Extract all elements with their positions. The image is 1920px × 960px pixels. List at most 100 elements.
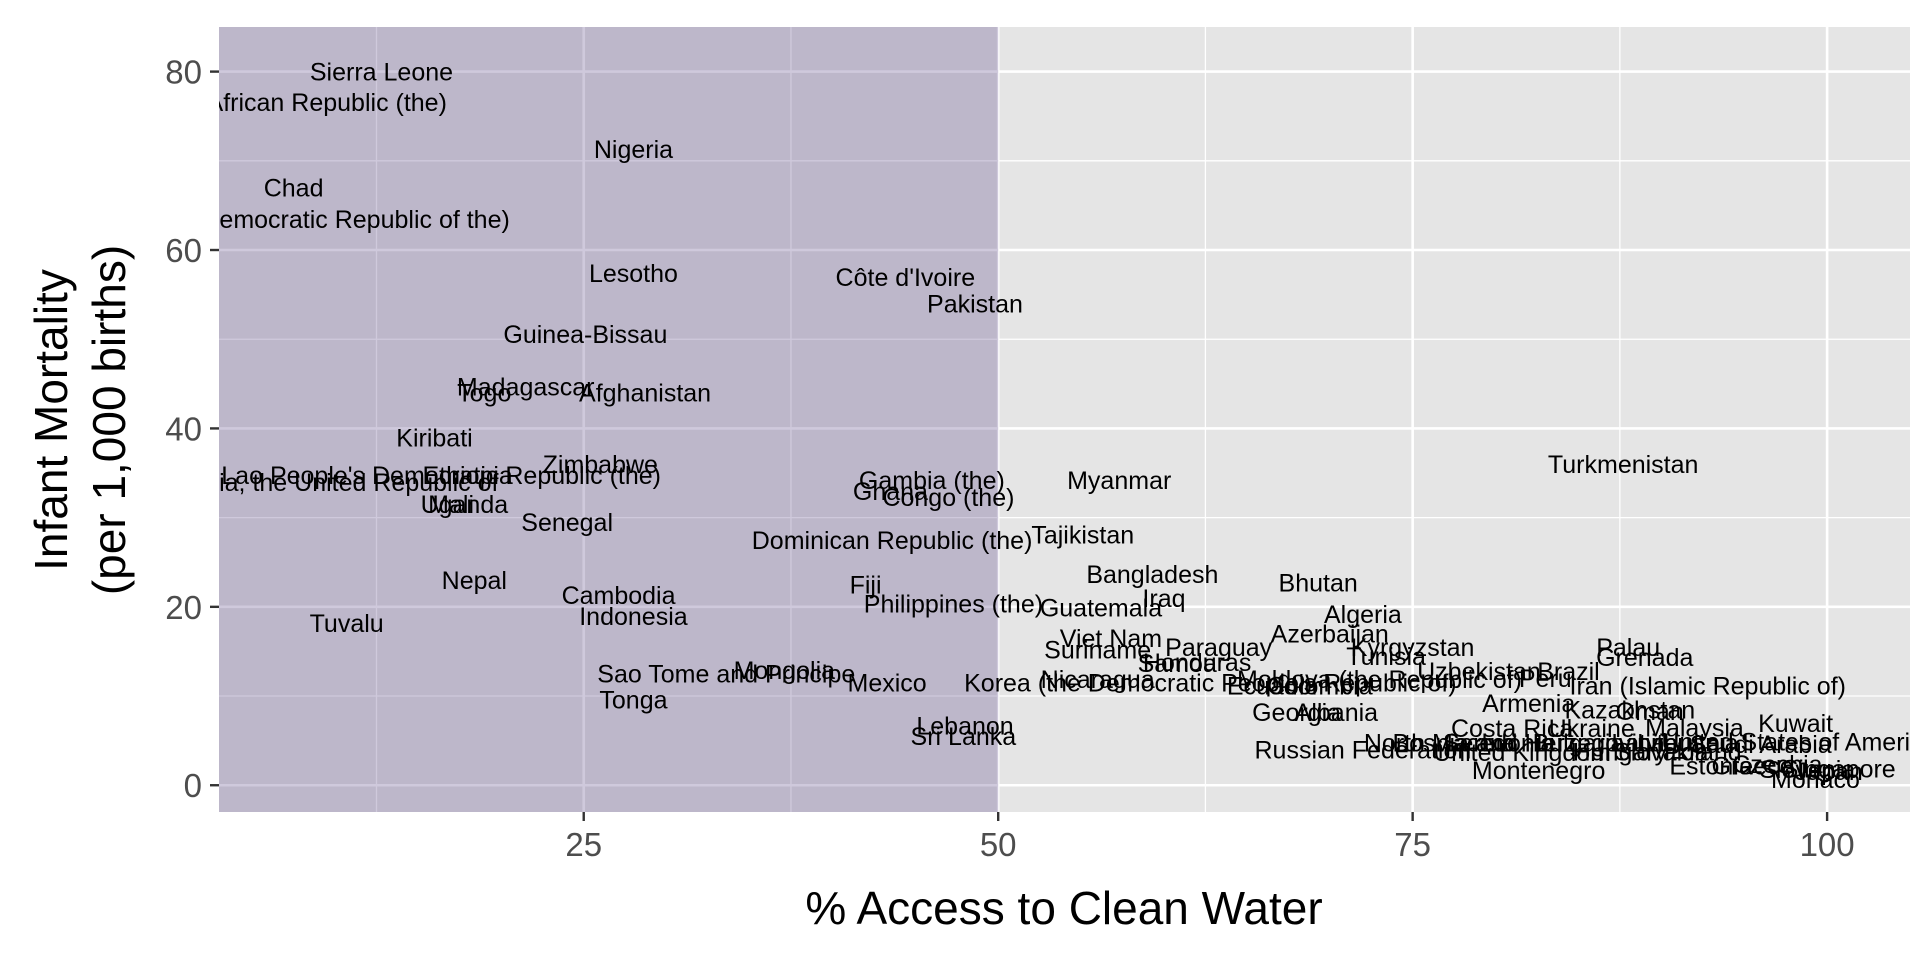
point-label: Iraq [1142,585,1185,613]
point-label: Iran (Islamic Republic of) [1570,672,1846,700]
point-label: Philippines (the) [864,590,1043,618]
point-label: Hungary [1573,738,1668,766]
point-label: Uzbekistan [1417,658,1541,686]
point-label: Zimbabwe [543,451,658,479]
point-label: Peru [1519,665,1572,693]
point-label: Indonesia [579,603,688,631]
point-label: Nepal [442,567,507,595]
point-label: Ghana [853,478,928,506]
point-label: Tunisia [1346,643,1426,671]
point-label: Nicaragua [1041,666,1155,694]
point-label: United States of America [1661,729,1920,757]
point-label: Kuwait [1758,710,1833,738]
point-label: Ukraine [1549,715,1635,743]
point-label: Gambia (the) [859,467,1005,495]
point-label: Kiribati [396,424,472,452]
point-label: Lao People's Democratic Republic (the) [221,462,661,490]
point-label: Suriname [1044,637,1151,665]
y-axis-title-line-2: (per 1,000 births) [83,245,135,595]
point-label: Oman [1616,698,1684,726]
point-label: Bangladesh [1086,561,1218,589]
point-label: Russian Federation [1255,737,1472,765]
point-label: Bulgaria [1533,729,1625,757]
point-label: Madagascar [457,373,595,401]
point-label: Brazil [1537,658,1600,686]
y-axis-title: Infant Mortality (per 1,000 births) [25,245,135,595]
point-label: Bosnia and Herzegovina [1392,729,1664,757]
point-label: Sierra Leone [310,59,453,87]
point-label: Nigeria [594,136,673,164]
point-label: Ecuador [1227,672,1320,700]
point-label: Sri Lanka [911,723,1017,751]
point-label: Estonia [1669,753,1752,781]
point-label: Malaysia [1645,714,1744,742]
point-label: Togo [457,380,511,408]
point-label: Dominican Republic (the) [752,527,1033,555]
point-label: Lithuania [1637,729,1739,757]
major-gridlines [219,27,1910,812]
point-label: Myanmar [1067,467,1171,495]
point-label: Mali [428,491,474,519]
y-axis: 0 20 40 60 80 [165,54,219,804]
point-label: United Kingdom [1433,739,1611,767]
point-label: Lesotho [589,260,678,288]
point-label: Congo (the Democratic Republic of the) [71,206,510,234]
point-label: Central African Republic (the) [120,89,447,117]
point-label: Japan [1795,758,1863,786]
point-label: Viet Nam [1060,625,1162,653]
point-label: Azerbaijan [1271,621,1389,649]
point-label: Mexico [848,670,927,698]
point-label: Tanzania, the United Republic of [138,469,498,497]
point-label: Guatemala [1040,595,1162,623]
point-label: Honduras [1143,649,1251,677]
point-label: Armenia [1482,690,1575,718]
point-label: Fiji [850,572,882,600]
point-label: Serbia [1443,729,1515,757]
point-label: Palau [1596,634,1660,662]
point-label: Singapore [1782,755,1896,783]
point-label: Bhutan [1279,570,1358,598]
point-label: Latvia [1611,729,1678,757]
point-label: Moldova (the Republic of) [1237,666,1522,694]
y-tick-label: 60 [165,232,202,269]
y-tick-label: 0 [184,767,202,804]
point-label: Greece [1712,753,1794,781]
x-axis: 25 50 75 100 [565,812,1855,863]
point-label: Tajikistan [1031,522,1134,550]
y-tick-label: 80 [165,54,202,91]
point-label: Ethiopia [422,462,512,490]
x-tick-label: 100 [1800,826,1855,863]
point-label: Czechia [1732,751,1822,779]
point-label: Cambodia [562,582,676,610]
point-label: Korea (the Democratic People's Republic … [964,670,1457,698]
point-label: Georgia [1252,699,1341,727]
point-label: Kazakhstan [1565,696,1696,724]
point-label: Albania [1295,699,1378,727]
point-label: Paraguay [1165,634,1273,662]
point-label: Mongolia [734,657,836,685]
point-label: Slovenia [1759,756,1855,784]
point-label: Uganda [421,491,509,519]
point-label: Turkmenistan [1548,451,1699,479]
point-label: Senegal [521,509,613,537]
point-label: Lebanon [916,712,1013,740]
point-label: Slovakia [1614,738,1709,766]
y-tick-label: 20 [165,589,202,626]
point-label: Tuvalu [310,610,384,638]
point-label: Sao Tome and Principe [597,661,855,689]
point-label: North Macedonia [1364,729,1554,757]
point-label: Tonga [599,687,667,715]
point-label: Colombia [1267,672,1373,700]
point-label: Afghanistan [579,380,711,408]
x-tick-label: 75 [1394,826,1431,863]
point-label: Congo (the) [882,484,1014,512]
point-label: Chad [264,175,324,203]
point-label: Pakistan [927,291,1023,319]
point-label: Côte d'Ivoire [836,264,976,292]
point-label: Kyrgyzstan [1351,634,1475,662]
y-tick-label: 40 [165,410,202,447]
x-tick-label: 25 [565,826,602,863]
x-tick-label: 50 [980,826,1017,863]
